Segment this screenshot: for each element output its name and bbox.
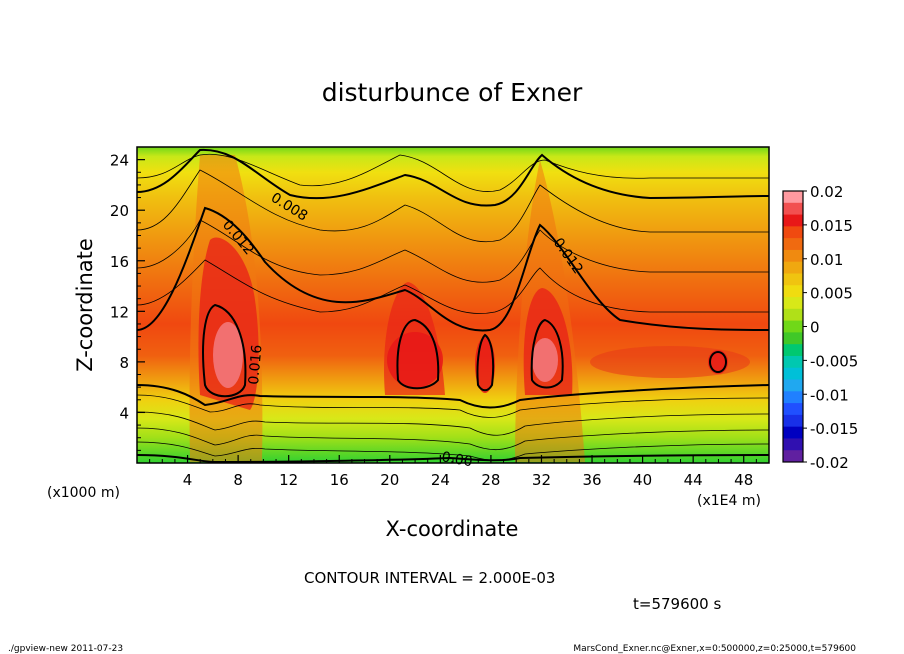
colorbar-tick-label: -0.02 <box>810 454 849 472</box>
x-tick-label: 20 <box>380 471 399 489</box>
x-tick-label: 4 <box>183 471 193 489</box>
colorbar-swatch <box>783 238 803 251</box>
colorbar-tick-label: -0.01 <box>810 386 849 404</box>
colorbar-tick-label: 0.01 <box>810 251 843 269</box>
colorbar-swatch <box>783 214 803 227</box>
colorbar: 0.02 0.015 0.01 0.005 0 -0.005 -0.01 -0.015 -0.0… <box>782 183 858 472</box>
x-tick-label: 40 <box>633 471 652 489</box>
colorbar-tick-label: -0.005 <box>810 352 858 370</box>
right-lobes <box>590 346 750 378</box>
x-tick-label: 12 <box>279 471 298 489</box>
y-tick-label: 16 <box>110 253 129 271</box>
x-tick-label: 44 <box>684 471 703 489</box>
colorbar-swatch <box>783 367 803 381</box>
plume-4-core <box>532 338 558 382</box>
time-text: t=579600 s <box>633 595 721 613</box>
colorbar-swatch <box>783 379 803 392</box>
colorbar-swatch <box>783 285 803 298</box>
plot-area <box>137 147 769 463</box>
y-tick-label: 4 <box>119 404 129 422</box>
x-tick-label: 32 <box>532 471 551 489</box>
colorbar-tick-label: 0.015 <box>810 217 853 235</box>
contour-lines-thin <box>137 153 769 461</box>
x-tick-label: 36 <box>582 471 601 489</box>
colorbar-tick-label: 0.02 <box>810 183 843 201</box>
colorbar-swatch <box>783 403 803 416</box>
colorbar-swatch <box>783 391 803 404</box>
x-tick-label: 24 <box>431 471 450 489</box>
colorbar-swatch <box>783 191 803 204</box>
right-lobe-small <box>708 350 728 374</box>
colorbar-swatch <box>783 226 803 239</box>
x-unit-left: (x1000 m) <box>47 485 120 501</box>
y-tick-label: 12 <box>110 303 129 321</box>
x-axis-label: X-coordinate <box>386 517 519 541</box>
y-tick-label: 24 <box>110 152 129 170</box>
x-tick-label: 8 <box>233 471 243 489</box>
colorbar-swatch <box>783 261 803 274</box>
colorbar-swatch <box>783 202 803 216</box>
colorbar-tick-label: 0 <box>810 319 820 337</box>
contour-label: 0.016 <box>246 344 265 385</box>
colorbar-swatch <box>783 344 803 357</box>
x-tick-label: 16 <box>330 471 349 489</box>
plume-2-core <box>387 332 443 388</box>
colorbar-swatch <box>783 249 803 263</box>
colorbar-swatch <box>783 320 803 333</box>
colorbar-swatch <box>783 450 803 463</box>
colorbar-swatch <box>783 438 803 451</box>
colorbar-swatch <box>783 297 803 310</box>
y-tick-label: 20 <box>110 202 129 220</box>
colorbar-swatch <box>783 426 803 439</box>
footer-right: MarsCond_Exner.nc@Exner,x=0:500000,z=0:2… <box>573 644 856 654</box>
y-axis-label: Z-coordinate <box>73 238 97 372</box>
colorbar-swatch <box>783 355 803 369</box>
colorbar-swatch <box>783 273 803 286</box>
footer-left: ./gpview-new 2011-07-23 <box>8 644 123 654</box>
colorbar-swatch <box>783 308 803 322</box>
chart-title: disturbunce of Exner <box>322 78 583 107</box>
y-axis: 4 8 12 16 20 24 <box>110 152 145 451</box>
colorbar-swatch <box>783 414 803 428</box>
x-tick-label: 28 <box>481 471 500 489</box>
x-unit-right: (x1E4 m) <box>697 493 761 509</box>
colorbar-swatch <box>783 332 803 345</box>
x-tick-label: 48 <box>734 471 753 489</box>
x-axis: 4 8 12 16 20 24 28 32 36 40 44 48 <box>149 455 757 489</box>
plume-1-core <box>213 322 243 388</box>
contour-label: 0.00 <box>440 449 473 470</box>
y-tick-label: 8 <box>119 354 129 372</box>
colorbar-tick-label: -0.015 <box>810 420 858 438</box>
contour-interval-text: CONTOUR INTERVAL = 2.000E-03 <box>304 569 555 587</box>
colorbar-tick-label: 0.005 <box>810 285 853 303</box>
